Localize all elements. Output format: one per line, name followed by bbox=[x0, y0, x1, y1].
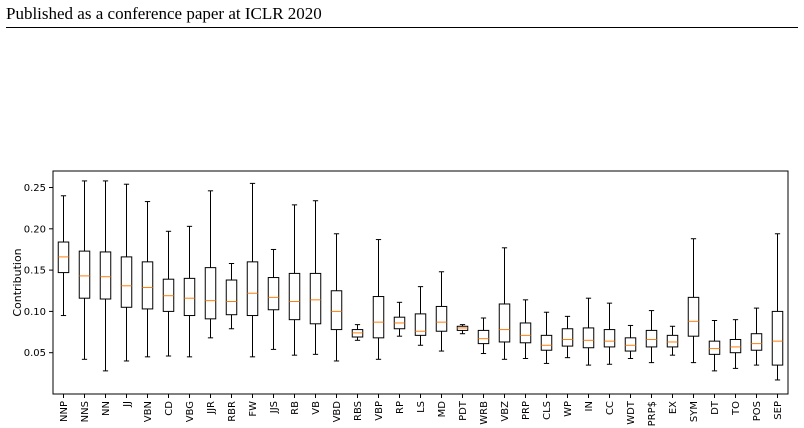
box-ex bbox=[666, 334, 679, 348]
x-tick-label: RP bbox=[395, 401, 406, 414]
box-wdt bbox=[624, 337, 637, 352]
x-tick-label: VBG bbox=[185, 401, 196, 422]
box-rbr bbox=[225, 279, 238, 316]
x-tick-label: WP bbox=[563, 401, 574, 417]
box-vbg bbox=[183, 277, 196, 317]
box-wrb bbox=[477, 329, 490, 345]
y-tick-label: 0.20 bbox=[24, 224, 46, 235]
y-tick-label: 0.25 bbox=[24, 183, 46, 194]
x-tick-label: PRP$ bbox=[647, 401, 658, 426]
box-vbn bbox=[141, 261, 154, 310]
x-tick-label: WDT bbox=[626, 400, 637, 425]
x-tick-label: TO bbox=[731, 401, 742, 416]
x-tick-label: EX bbox=[668, 401, 679, 414]
x-tick-label: SYM bbox=[689, 401, 700, 422]
box-jjs bbox=[267, 277, 280, 311]
x-tick-label: VBP bbox=[374, 401, 385, 421]
x-tick-label: SEP bbox=[773, 401, 784, 420]
box-fw bbox=[246, 261, 259, 317]
plot-area: 0.05 0.10 0.15 0.20 0.25 NNP NNS NN JJ VBN CD VBG JJ… bbox=[24, 170, 789, 426]
x-tick-label: RBR bbox=[227, 401, 238, 422]
box-sym bbox=[687, 296, 700, 337]
x-tick-label: NN bbox=[101, 401, 112, 416]
box-cc bbox=[603, 329, 616, 348]
box-to bbox=[729, 338, 742, 354]
x-tick-label: VB bbox=[311, 401, 322, 415]
page-header: Published as a conference paper at ICLR … bbox=[6, 4, 322, 23]
box-in bbox=[582, 327, 595, 349]
box-jj bbox=[120, 256, 133, 308]
box-cls bbox=[540, 334, 553, 351]
x-tick-label: DT bbox=[710, 400, 721, 415]
box-jjr bbox=[204, 267, 217, 320]
x-tick-label: CC bbox=[605, 401, 616, 415]
x-tick-label: JJ bbox=[122, 401, 133, 408]
x-tick-label: MD bbox=[437, 401, 448, 418]
x-tick-label: CLS bbox=[542, 401, 553, 420]
y-axis-label: Contribution bbox=[11, 248, 24, 316]
x-tick-label: NNP bbox=[59, 401, 70, 422]
box-md bbox=[435, 305, 448, 332]
box-vb bbox=[309, 272, 322, 325]
x-tick-label: PRP bbox=[521, 401, 532, 420]
x-tick-label: JJR bbox=[206, 401, 217, 415]
x-tick-label: VBN bbox=[143, 401, 154, 422]
x-tick-label: LS bbox=[416, 401, 427, 413]
box-nn bbox=[99, 251, 112, 300]
x-tick-label: JJS bbox=[269, 401, 280, 414]
box-vbp bbox=[372, 296, 385, 339]
x-tick-label: VBZ bbox=[500, 401, 511, 422]
x-tick-label: CD bbox=[164, 401, 175, 416]
x-tick-label: RBS bbox=[353, 401, 364, 421]
x-tick-label: NNS bbox=[80, 401, 91, 422]
box-prps bbox=[645, 329, 658, 348]
box-nns bbox=[78, 250, 91, 299]
x-tick-label: WRB bbox=[479, 401, 490, 425]
x-tick-label: RB bbox=[290, 401, 301, 415]
x-tick-label: FW bbox=[248, 401, 259, 417]
box-prp bbox=[519, 322, 532, 344]
x-tick-label: VBD bbox=[332, 401, 343, 423]
y-tick-label: 0.15 bbox=[24, 266, 46, 277]
x-tick-label: PDT bbox=[458, 400, 469, 421]
box-vbz bbox=[498, 303, 511, 343]
box-rb bbox=[288, 272, 301, 321]
box-dt bbox=[708, 340, 721, 355]
header-rule bbox=[6, 27, 798, 28]
box-wp bbox=[561, 328, 574, 347]
x-tick-label: POS bbox=[752, 401, 763, 421]
y-tick-label: 0.10 bbox=[24, 307, 46, 318]
box-ls bbox=[414, 313, 427, 336]
y-tick-label: 0.05 bbox=[24, 348, 46, 359]
x-tick-label: IN bbox=[584, 401, 595, 411]
box-vbd bbox=[330, 290, 343, 331]
box-pos bbox=[750, 333, 763, 351]
box-sep bbox=[771, 310, 784, 366]
